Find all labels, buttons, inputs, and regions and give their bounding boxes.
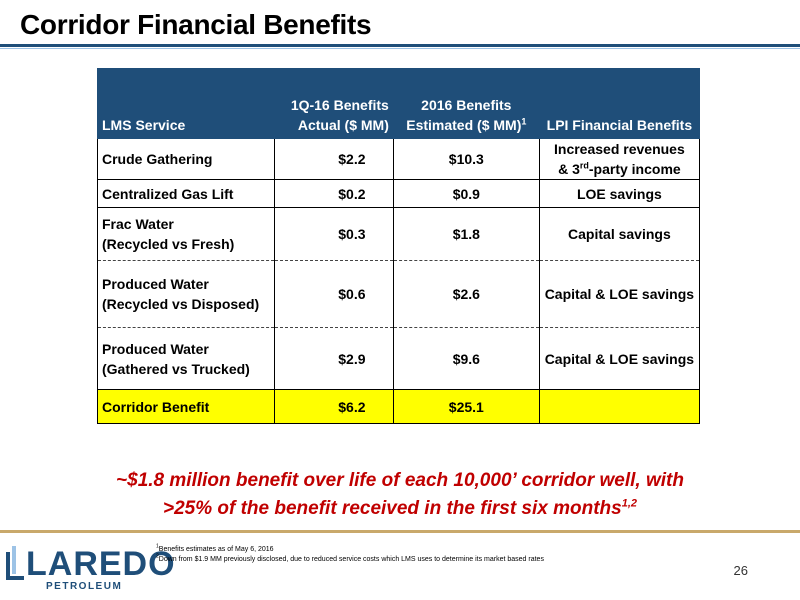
actual-cell: $0.6	[273, 260, 394, 328]
benefit-cell: Capital & LOE savings	[538, 327, 701, 390]
service-cell: Centralized Gas Lift	[97, 179, 275, 208]
footnote: 1Benefits estimates as of May 6, 2016	[156, 543, 716, 555]
benefit-text: Increased revenues	[554, 141, 685, 157]
service-subtext: (Gathered vs Trucked)	[102, 360, 250, 377]
logo-subtitle: PETROLEUM	[46, 581, 123, 592]
page-number: 26	[733, 563, 748, 578]
total-actual-cell: $6.2	[273, 389, 394, 424]
footnote-number: 2	[156, 553, 159, 560]
total-row: Corridor Benefit $6.2 $25.1	[97, 389, 701, 424]
column-header-label: LPI Financial Benefits	[546, 117, 693, 133]
footnote-number: 1	[156, 543, 159, 550]
service-cell: Produced Water (Gathered vs Trucked)	[97, 327, 275, 390]
service-text: Produced Water	[102, 276, 209, 292]
service-cell: Crude Gathering	[97, 138, 275, 180]
service-cell: Produced Water (Recycled vs Disposed)	[97, 260, 275, 328]
estimated-cell: $2.6	[392, 260, 540, 328]
total-estimated-cell: $25.1	[392, 389, 540, 424]
service-subtext: (Recycled vs Fresh)	[102, 236, 235, 252]
footnotes: 1Benefits estimates as of May 6, 2016 2D…	[156, 543, 716, 565]
column-header-label: Estimated ($ MM)	[406, 117, 522, 133]
footnote: 2Down from $1.9 MM previously disclosed,…	[156, 553, 716, 565]
column-header-label: LMS Service	[102, 117, 186, 133]
estimated-cell: $9.6	[392, 327, 540, 390]
title-rule	[0, 44, 800, 47]
actual-cell: $2.2	[273, 138, 394, 180]
benefit-text: & 3	[558, 161, 580, 177]
service-text: Produced Water	[102, 340, 209, 357]
footnote-text: Down from $1.9 MM previously disclosed, …	[158, 556, 544, 563]
table-row: Crude Gathering $2.2 $10.3 Increased rev…	[97, 138, 701, 180]
logo-wordmark: LAREDO	[26, 545, 176, 583]
laredo-logo: LAREDO PETROLEUM	[6, 544, 175, 594]
footer-rule	[0, 530, 800, 533]
benefit-cell: Capital & LOE savings	[538, 260, 701, 328]
callout-line: >25% of the benefit received in the firs…	[162, 498, 622, 519]
benefit-text: -party income	[588, 161, 681, 177]
total-label-cell: Corridor Benefit	[97, 389, 275, 424]
footnote-marker: 1,2	[621, 497, 638, 510]
title-rule-accent	[0, 48, 800, 49]
benefit-cell: Capital savings	[538, 207, 701, 261]
actual-cell: $0.3	[273, 207, 394, 261]
service-cell: Frac Water (Recycled vs Fresh)	[97, 207, 275, 261]
footnote-text: Benefits estimates as of May 6, 2016	[158, 546, 274, 553]
table-header-row: LMS Service 1Q-16 Benefits Actual ($ MM)…	[97, 68, 701, 139]
callout-line: ~$1.8 million benefit over life of each …	[116, 470, 684, 491]
column-header-label: 1Q-16 Benefits	[290, 97, 389, 113]
page-title: Corridor Financial Benefits	[20, 9, 372, 40]
estimated-cell: $0.9	[392, 179, 540, 208]
table-row: Produced Water (Gathered vs Trucked) $2.…	[97, 327, 701, 390]
table-row: Centralized Gas Lift $0.2 $0.9 LOE savin…	[97, 179, 701, 208]
callout-text: ~$1.8 million benefit over life of each …	[40, 467, 760, 523]
column-header-label: Actual ($ MM)	[297, 117, 389, 133]
ordinal-suffix: rd	[579, 160, 589, 171]
column-header-label: 2016 Benefits	[421, 97, 512, 113]
benefit-cell: Increased revenues & 3rd-party income	[538, 138, 701, 180]
benefits-table: LMS Service 1Q-16 Benefits Actual ($ MM)…	[97, 68, 701, 424]
service-subtext: (Recycled vs Disposed)	[102, 296, 260, 312]
service-text: Frac Water	[102, 216, 174, 232]
benefit-cell: LOE savings	[538, 179, 701, 208]
logo-mark-icon	[6, 546, 24, 580]
actual-cell: $0.2	[273, 179, 394, 208]
footnote-marker: 1	[521, 116, 527, 127]
estimated-cell: $1.8	[392, 207, 540, 261]
column-header-actual: 1Q-16 Benefits Actual ($ MM)	[273, 68, 394, 139]
table-row: Produced Water (Recycled vs Disposed) $0…	[97, 260, 701, 328]
total-benefit-cell	[538, 389, 701, 424]
column-header-service: LMS Service	[97, 68, 275, 139]
table-row: Frac Water (Recycled vs Fresh) $0.3 $1.8…	[97, 207, 701, 261]
column-header-lpi-benefits: LPI Financial Benefits	[538, 68, 701, 139]
column-header-estimated: 2016 Benefits Estimated ($ MM)1	[392, 68, 540, 139]
estimated-cell: $10.3	[392, 138, 540, 180]
actual-cell: $2.9	[273, 327, 394, 390]
